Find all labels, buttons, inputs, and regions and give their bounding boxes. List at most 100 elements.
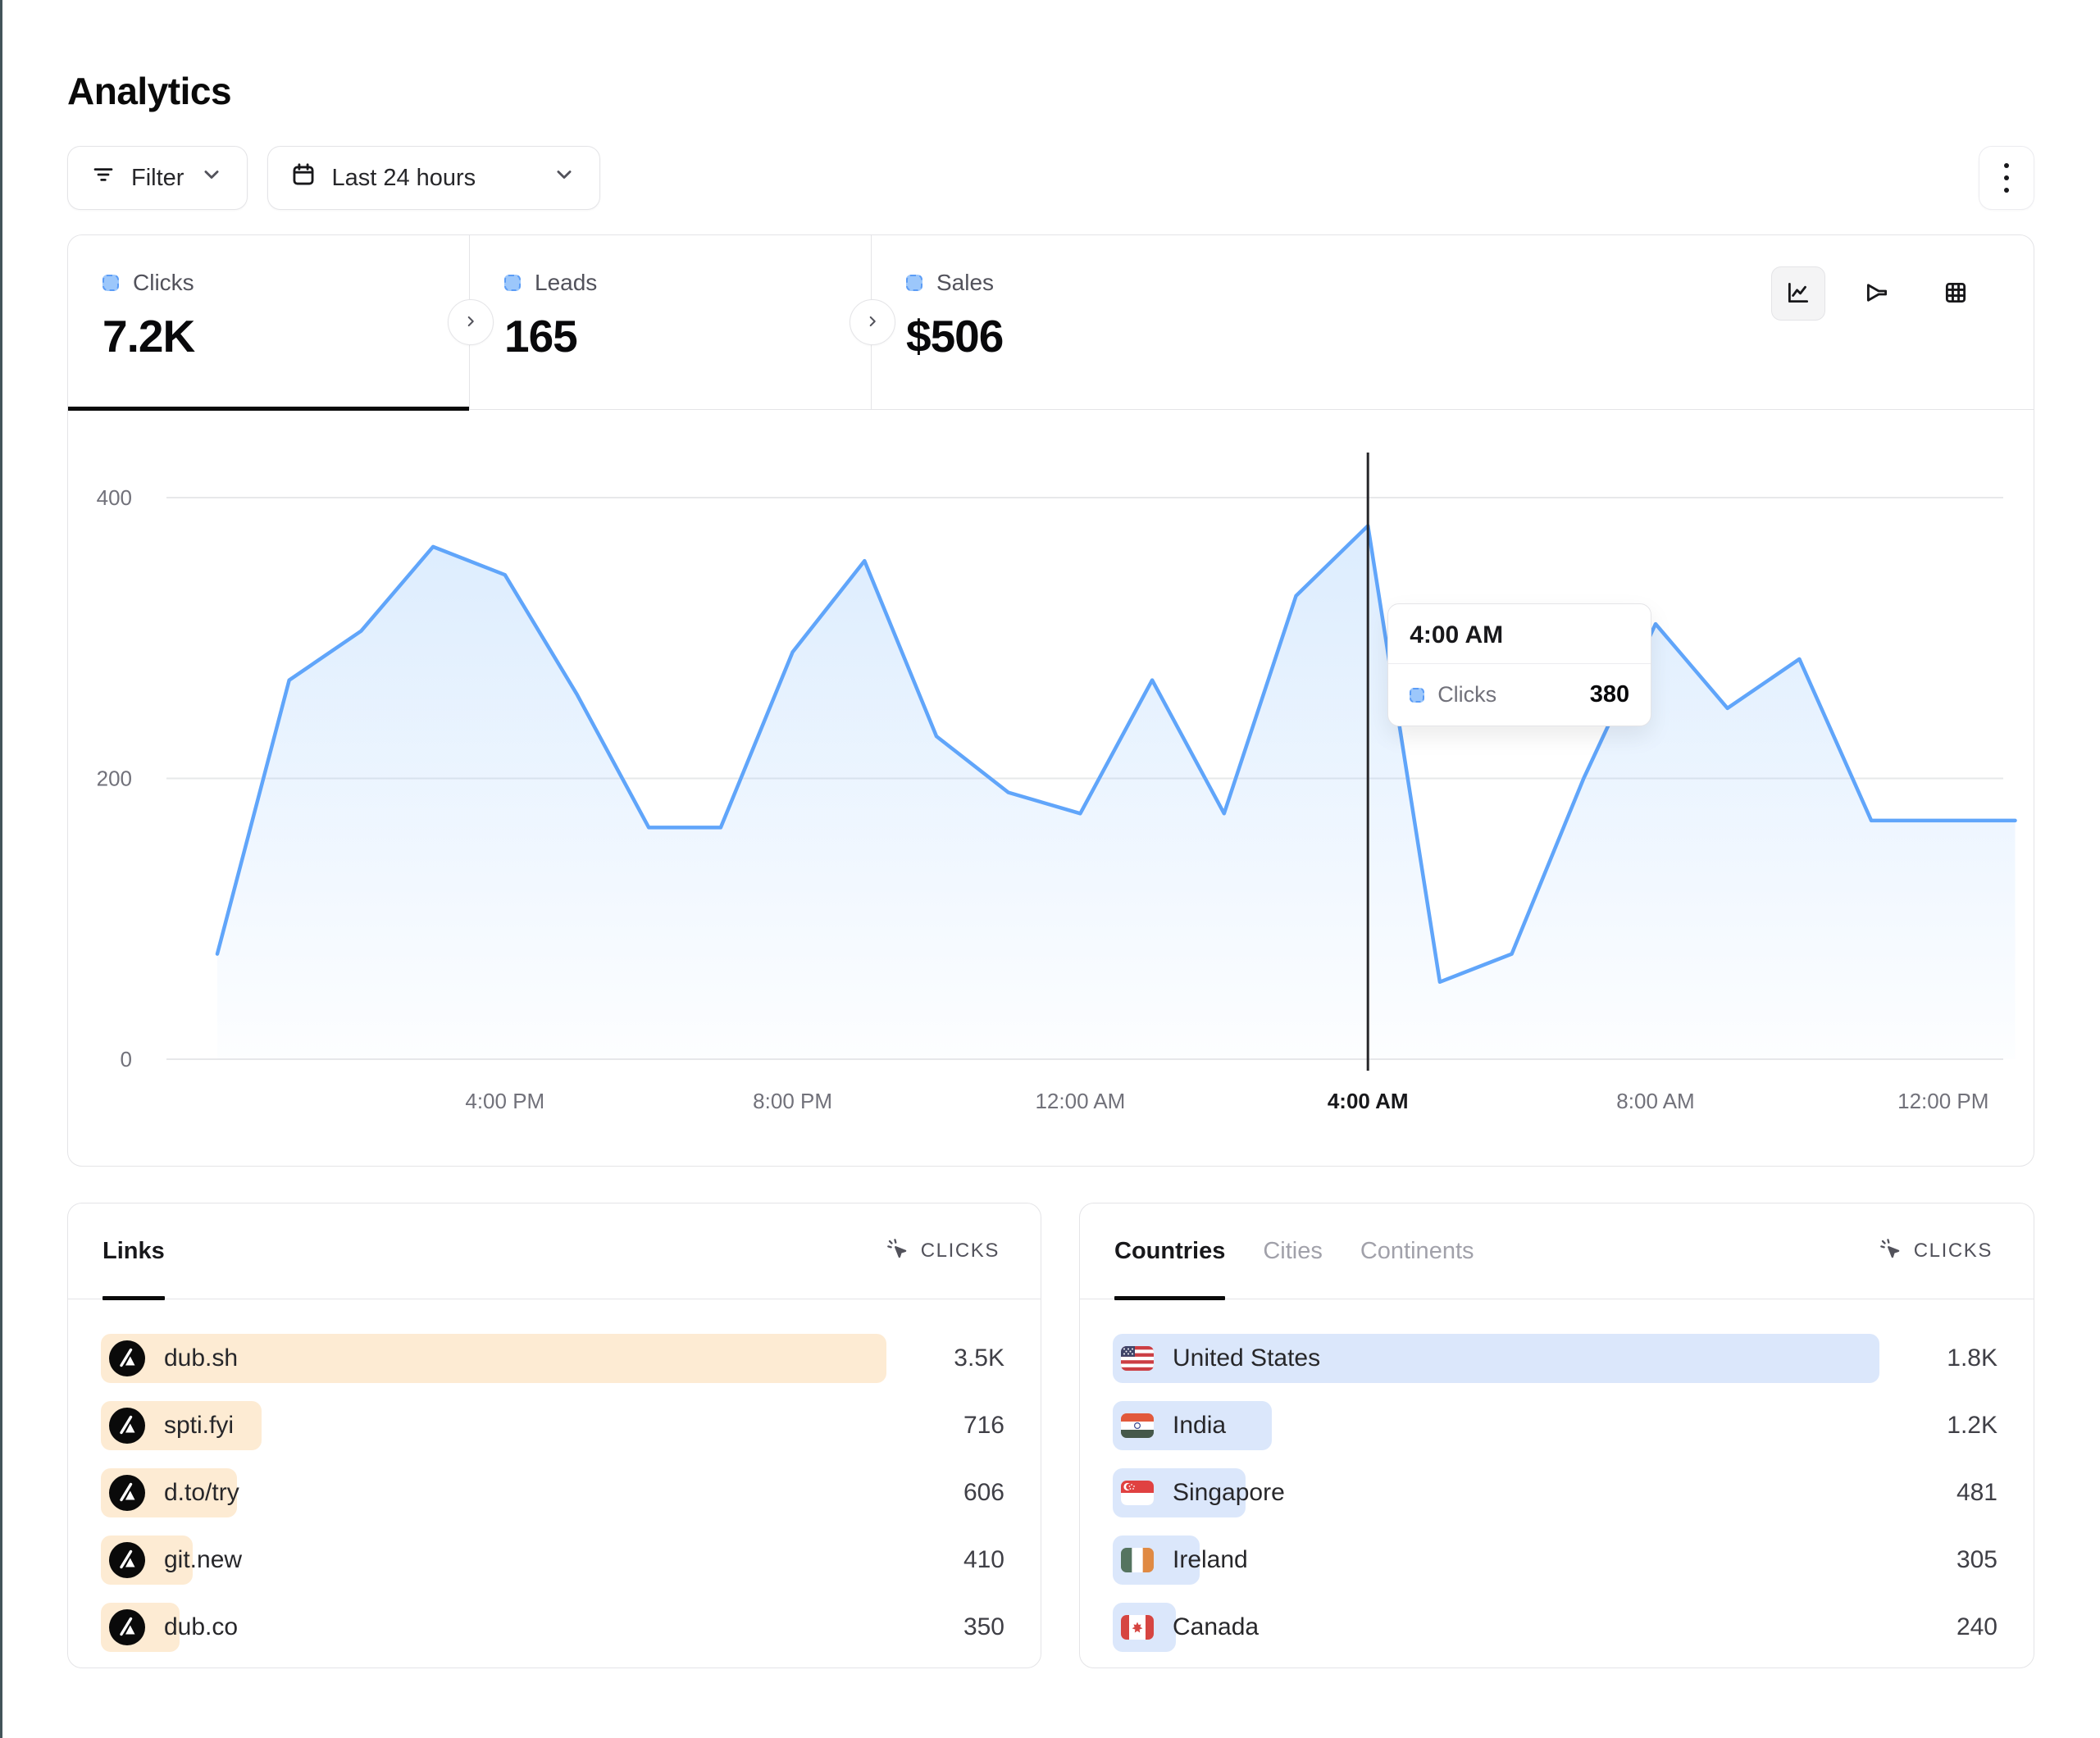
chevron-down-icon [198,161,225,195]
stat-tab-clicks[interactable]: Clicks 7.2K [68,235,470,411]
link-clicks-value: 3.5K [954,1344,1004,1372]
link-clicks-value: 606 [963,1479,1004,1506]
links-metric-label: CLICKS [920,1240,1000,1262]
links-panel-header: Links CLICKS [68,1203,1041,1300]
tab-cities[interactable]: Cities [1263,1237,1323,1264]
link-label: spti.fyi [164,1412,235,1439]
svg-text:400: 400 [97,485,132,510]
country-label: Ireland [1173,1546,1248,1573]
stat-label: Sales [936,270,995,295]
tab-links[interactable]: Links [102,1203,165,1300]
chevron-right-icon [462,312,480,333]
tooltip-legend-swatch [1410,687,1425,703]
country-row[interactable]: Canada 240 [1113,1603,1998,1652]
country-clicks-value: 305 [1956,1546,1998,1573]
country-row[interactable]: India 1.2K [1113,1401,1998,1450]
filter-button[interactable]: Filter [67,146,248,210]
calendar-icon [289,161,317,195]
svg-text:8:00 AM: 8:00 AM [1616,1089,1694,1113]
country-bar [1113,1334,1879,1383]
link-label: dub.co [164,1613,239,1640]
country-flag-icon [1121,1413,1154,1438]
clicks-area-chart[interactable]: 0 200 400 4:00 PM 8:00 PM 12:00 AM 4:00 AM 8:00… [68,410,2030,1128]
country-clicks-value: 1.2K [1947,1412,1998,1439]
filter-icon [89,161,117,195]
toolbar: Filter Last 24 hours [67,146,2034,210]
filter-button-label: Filter [131,164,184,191]
link-label: dub.sh [164,1344,239,1372]
dub-logo-icon [109,1408,145,1444]
country-flag-icon [1121,1615,1154,1640]
link-clicks-value: 410 [963,1546,1004,1573]
funnel-chart-icon [1863,279,1891,309]
breakdown-panels: Links CLICKS [67,1203,2034,1668]
link-row[interactable]: d.to/try 606 [101,1468,1004,1517]
svg-text:12:00 AM: 12:00 AM [1035,1089,1125,1113]
svg-text:4:00 PM: 4:00 PM [465,1089,544,1113]
link-label: git.new [164,1546,243,1573]
stat-value: 165 [504,311,578,362]
window-edge [0,0,2,1738]
stat-label: Leads [535,270,598,295]
country-clicks-value: 481 [1956,1479,1998,1506]
countries-metric-selector[interactable]: CLICKS [1872,1203,1998,1299]
countries-rows: United States 1.8K India 1.2K Singapore [1080,1299,2034,1652]
table-grid-icon [1942,279,1970,309]
stat-value: 7.2K [102,311,195,362]
line-chart-icon [1784,279,1812,309]
countries-metric-label: CLICKS [1913,1240,1993,1262]
dub-logo-icon [109,1475,145,1511]
link-clicks-value: 350 [963,1613,1004,1640]
kebab-menu-icon [2004,163,2009,168]
country-label: Canada [1173,1613,1260,1640]
svg-text:12:00 PM: 12:00 PM [1897,1089,1988,1113]
country-label: Singapore [1173,1479,1285,1506]
country-clicks-value: 240 [1956,1613,1998,1640]
dub-logo-icon [109,1340,145,1376]
link-row[interactable]: spti.fyi 716 [101,1401,1004,1450]
links-metric-selector[interactable]: CLICKS [879,1203,1004,1299]
chevron-down-icon [550,161,578,195]
leads-legend-swatch [504,275,521,291]
country-flag-icon [1121,1548,1154,1572]
date-range-button[interactable]: Last 24 hours [267,146,601,210]
country-label: United States [1173,1344,1321,1372]
dub-logo-icon [109,1609,145,1645]
clicks-legend-swatch [102,275,119,291]
country-row[interactable]: United States 1.8K [1113,1334,1998,1383]
expand-clicks-leads-button[interactable] [448,299,494,345]
link-row[interactable]: dub.co 350 [101,1603,1004,1652]
country-flag-icon [1121,1346,1154,1371]
country-row[interactable]: Ireland 305 [1113,1536,1998,1585]
chevron-right-icon [863,312,881,333]
stat-tabs: Clicks 7.2K Leads 165 Sales $ [68,235,2034,411]
stat-tab-sales[interactable]: Sales $506 [872,235,2034,409]
link-clicks-value: 716 [963,1412,1004,1439]
link-row[interactable]: git.new 410 [101,1536,1004,1585]
cursor-rays-icon [1877,1235,1902,1267]
tooltip-value: 380 [1589,681,1630,707]
tooltip-time: 4:00 AM [1388,604,1651,664]
tab-countries[interactable]: Countries [1114,1203,1226,1300]
country-row[interactable]: Singapore 481 [1113,1468,1998,1517]
line-chart-toggle[interactable] [1771,266,1825,321]
chart-area: 0 200 400 4:00 PM 8:00 PM 12:00 AM 4:00 AM 8:00… [68,410,2034,1128]
page-content: Analytics Filter [67,70,2034,1668]
expand-leads-sales-button[interactable] [850,299,895,345]
tab-continents[interactable]: Continents [1360,1237,1474,1264]
link-row[interactable]: dub.sh 3.5K [101,1334,1004,1383]
svg-text:200: 200 [97,767,132,791]
countries-panel: Countries Cities Continents CLICKS [1079,1203,2034,1668]
more-options-button[interactable] [1979,146,2034,210]
dub-logo-icon [109,1542,145,1578]
stat-tab-leads[interactable]: Leads 165 [470,235,872,409]
svg-text:0: 0 [121,1047,132,1071]
sales-legend-swatch [906,275,922,291]
chart-type-controls [1771,266,1983,321]
page-title: Analytics [67,70,232,112]
svg-text:8:00 PM: 8:00 PM [753,1089,832,1113]
funnel-chart-toggle[interactable] [1850,266,1904,321]
country-clicks-value: 1.8K [1947,1344,1998,1372]
table-view-toggle[interactable] [1929,266,1983,321]
